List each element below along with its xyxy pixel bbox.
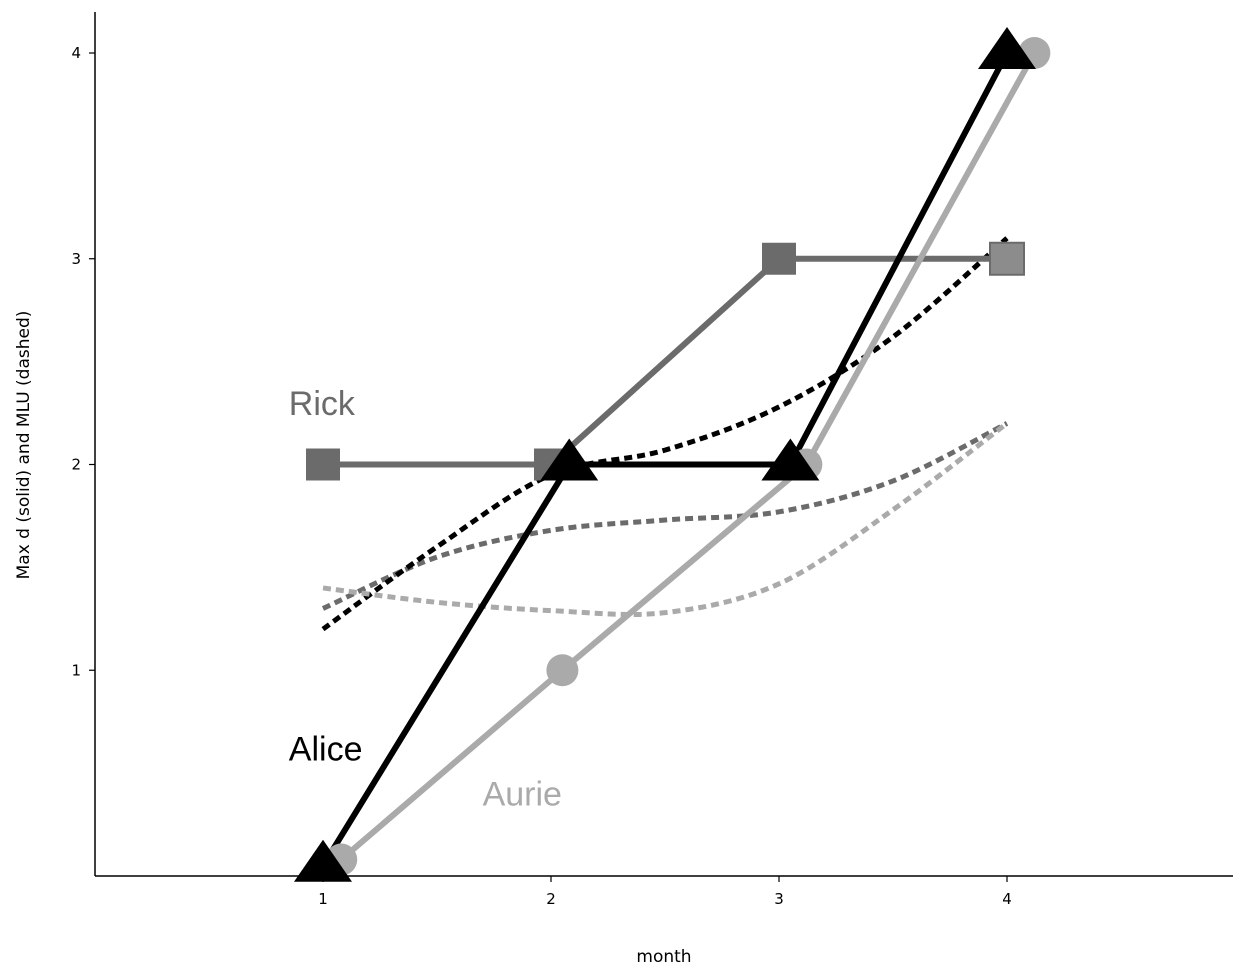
solid-line-alice xyxy=(320,51,1010,868)
solid-series-lines xyxy=(320,51,1037,868)
marker-rick xyxy=(306,448,340,481)
y-tick-label: 4 xyxy=(71,44,81,62)
x-axis-title: month xyxy=(636,947,691,964)
x-tick-label: 4 xyxy=(1002,890,1012,908)
y-axis-title: Max d (solid) and MLU (dashed) xyxy=(14,311,34,580)
dashed-line-aurie xyxy=(322,421,1009,617)
marker-rick xyxy=(762,242,796,275)
dashed-line-alice xyxy=(321,236,1009,632)
dashed-line-rick xyxy=(321,421,1009,611)
dashed-series-lines xyxy=(321,236,1009,632)
solid-line-rick xyxy=(323,255,1007,468)
marker-alice xyxy=(978,27,1036,69)
series-label-aurie: Aurie xyxy=(483,776,562,814)
x-tick-label: 1 xyxy=(318,890,328,908)
marker-alice xyxy=(540,438,599,481)
x-tick-label: 3 xyxy=(774,890,784,908)
solid-line-aurie xyxy=(339,51,1037,862)
series-label-alice: Alice xyxy=(289,730,363,768)
marker-alice xyxy=(761,438,820,481)
y-tick-label: 2 xyxy=(71,456,81,474)
series-markers xyxy=(294,27,1051,882)
y-tick-label: 1 xyxy=(71,661,81,679)
series-labels: Rick Alice Aurie xyxy=(289,385,562,814)
marker-aurie xyxy=(546,654,579,687)
series-label-rick: Rick xyxy=(289,385,356,423)
x-tick-label: 2 xyxy=(546,890,556,908)
marker-rick xyxy=(989,241,1025,276)
axes: 1 2 3 4 1 2 3 4 xyxy=(71,12,1233,908)
marker-alice xyxy=(294,839,352,882)
y-tick-label: 3 xyxy=(71,250,81,268)
